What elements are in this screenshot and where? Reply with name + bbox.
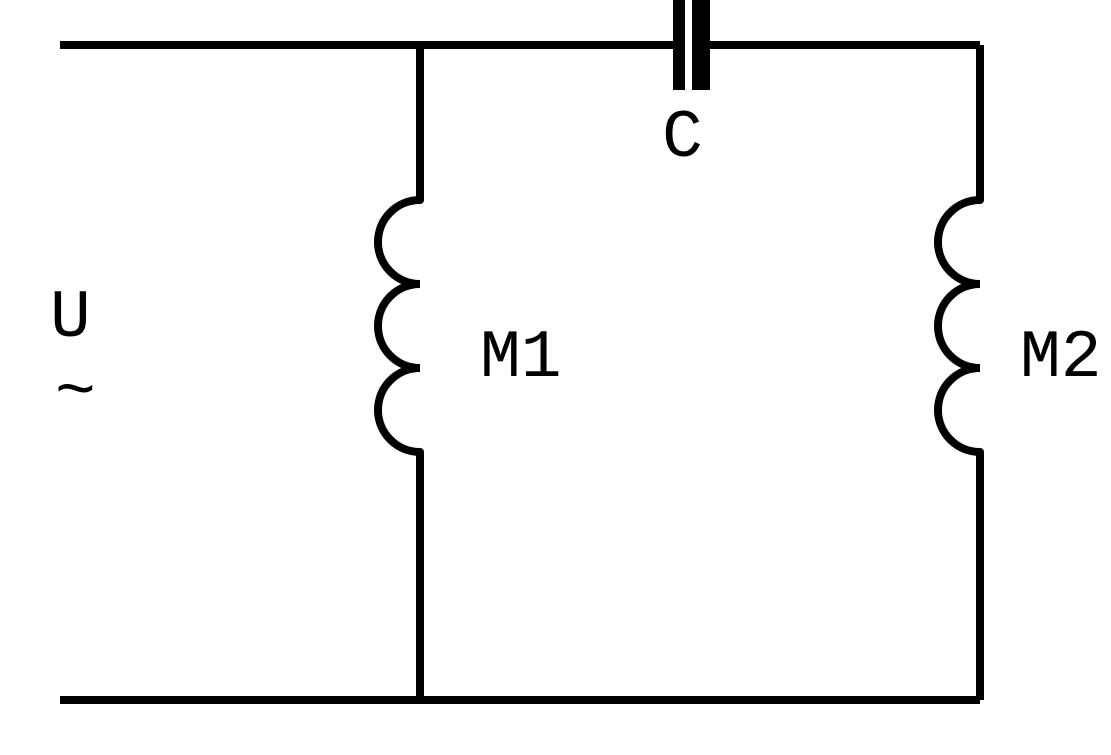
source-label-tilde: ~ [55, 355, 96, 432]
inductor-m1-label: M1 [480, 320, 562, 397]
source-label-u: U [50, 280, 91, 357]
inductor-m2-label: M2 [1020, 320, 1102, 397]
capacitor-label: C [662, 100, 703, 177]
